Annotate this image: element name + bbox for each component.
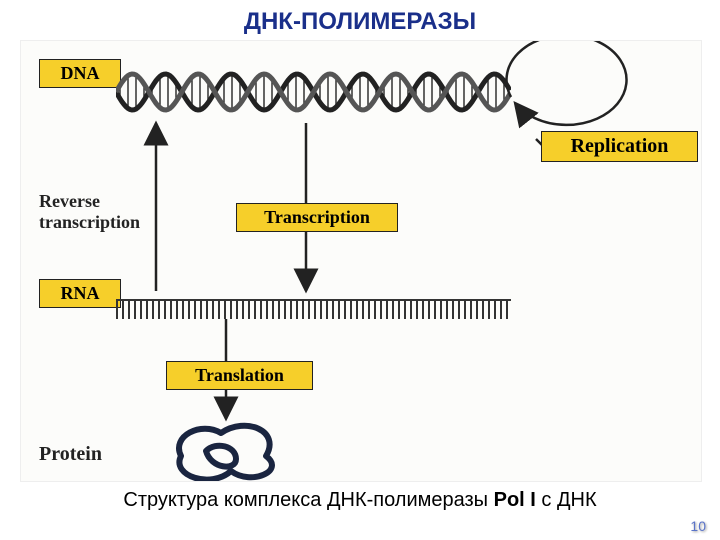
rna-label: RNA [39, 279, 121, 308]
page-number: 10 [690, 518, 706, 534]
reverse-line1: Reverse [39, 191, 100, 211]
central-dogma-diagram: DNA Reverse transcription Transcription … [20, 40, 702, 482]
reverse-transcription-label: Reverse transcription [39, 191, 140, 233]
reverse-line2: transcription [39, 212, 140, 232]
protein-blob [166, 421, 286, 486]
caption-bold: Pol I [494, 489, 536, 511]
caption-suffix: с ДНК [536, 489, 597, 511]
caption-prefix: Структура комплекса ДНК-полимеразы [123, 489, 493, 511]
protein-label: Protein [39, 443, 102, 466]
transcription-label: Transcription [236, 203, 398, 232]
caption: Структура комплекса ДНК-полимеразы Pol I… [0, 489, 720, 512]
translation-label: Translation [166, 361, 313, 390]
rna-strand [116, 299, 511, 319]
replication-label: Replication [541, 131, 698, 162]
arrows-layer [21, 41, 701, 481]
page-title: ДНК-ПОЛИМЕРАЗЫ [0, 0, 720, 36]
